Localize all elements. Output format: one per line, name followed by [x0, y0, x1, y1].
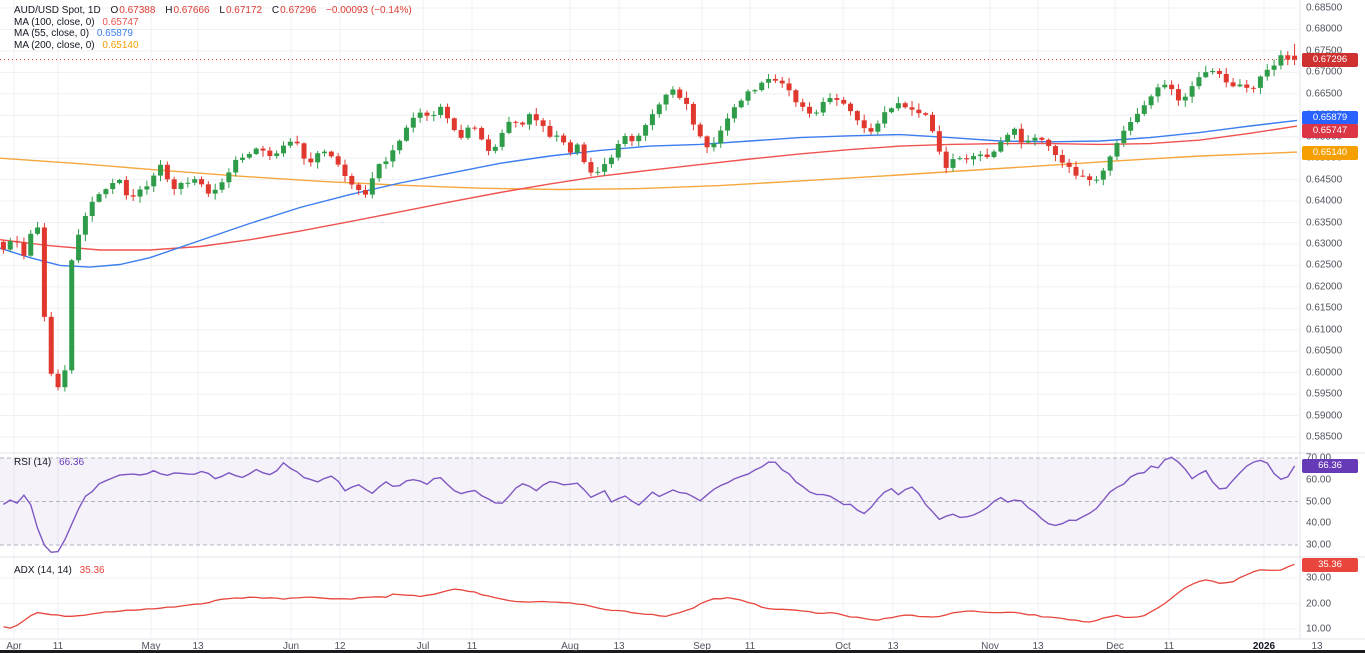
adx-axis-label: 20.00 — [1306, 598, 1332, 609]
ohlc-change: −0.00093 (−0.14%) — [326, 5, 412, 16]
ohlc-open-value: 0.67388 — [119, 5, 156, 16]
time-axis-label: Jul — [416, 641, 430, 652]
adx-badge: 35.36 — [1302, 557, 1358, 572]
price-axis-label: 0.67500 — [1306, 45, 1343, 57]
time-axis-label: 2026 — [1252, 641, 1276, 652]
price-axis-label: 0.64500 — [1306, 174, 1343, 186]
price-axis-label: 0.60500 — [1306, 345, 1343, 357]
ma100-label: MA (100, close, 0) — [14, 16, 95, 28]
price-axis-label: 0.59000 — [1306, 410, 1343, 422]
ohlc-close-label: C — [271, 5, 280, 16]
price-axis-label: 0.61500 — [1306, 302, 1343, 314]
time-axis-label: 13 — [1032, 641, 1044, 652]
price-axis-label: 0.61000 — [1306, 324, 1343, 336]
rsi-badge: 66.36 — [1302, 459, 1358, 474]
time-axis-label: Dec — [1106, 641, 1124, 652]
rsi-axis-label: 70.00 — [1306, 452, 1332, 464]
ma55-value: 0.65879 — [96, 28, 133, 39]
time-axis-label: 13 — [192, 641, 204, 652]
adx-legend-row[interactable]: ADX (14, 14) 35.36 — [14, 565, 105, 576]
legend-ma55-row[interactable]: MA (55, close, 0) 0.65879 — [14, 28, 412, 40]
time-axis-label: Jun — [282, 641, 300, 652]
last-price-badge: 0.67296 — [1302, 53, 1358, 68]
ma200-value: 0.65140 — [102, 39, 139, 51]
rsi-axis-label: 60.00 — [1306, 474, 1332, 486]
legend-symbol-row[interactable]: AUD/USD Spot, 1D O0.67388 H0.67666 L0.67… — [14, 5, 412, 17]
price-axis-label: 0.58500 — [1306, 431, 1343, 443]
time-axis-label: Sep — [693, 641, 711, 652]
time-axis-label: 13 — [887, 641, 899, 652]
rsi-axis-label: 50.00 — [1306, 496, 1332, 507]
ma100-value: 0.65747 — [102, 16, 139, 28]
legend-ma200-row[interactable]: MA (200, close, 0) 0.65140 — [14, 40, 412, 52]
price-axis-label: 0.64000 — [1306, 195, 1343, 207]
legend-ma100-row[interactable]: MA (100, close, 0) 0.65747 — [14, 17, 412, 29]
ohlc-open-label: O — [110, 5, 119, 16]
time-axis-label: Aug — [561, 641, 579, 652]
time-axis-label: Apr — [6, 641, 22, 652]
time-axis-label: 11 — [744, 641, 756, 652]
price-axis-label: 0.66500 — [1306, 88, 1343, 100]
ohlc-close-value: 0.67296 — [280, 5, 317, 16]
price-axis-label: 0.63000 — [1306, 238, 1343, 250]
ma55-label: MA (55, close, 0) — [14, 28, 90, 39]
rsi-label: RSI (14) — [14, 457, 52, 468]
ma55-badge: 0.65879 — [1302, 110, 1358, 125]
time-axis-label: 12 — [334, 641, 346, 652]
ma200-label: MA (200, close, 0) — [14, 39, 95, 51]
price-axis-label: 0.68000 — [1306, 23, 1343, 35]
rsi-legend-row[interactable]: RSI (14) 66.36 — [14, 457, 84, 468]
time-axis-label: Oct — [835, 641, 851, 652]
ma200-badge: 0.65140 — [1302, 145, 1358, 160]
ohlc-high-label: H — [165, 5, 173, 16]
price-axis-label: 0.67000 — [1306, 66, 1343, 78]
symbol-title: AUD/USD Spot, 1D — [14, 5, 101, 16]
price-axis-label: 0.68500 — [1306, 2, 1343, 14]
ohlc-high-value: 0.67666 — [173, 5, 210, 16]
time-axis-label: 11 — [1163, 641, 1175, 652]
price-axis-label: 0.63500 — [1306, 217, 1343, 228]
rsi-axis-label: 30.00 — [1306, 539, 1332, 551]
price-axis-label: 0.62000 — [1306, 281, 1343, 293]
adx-value: 35.36 — [79, 565, 105, 576]
time-axis-label: 13 — [613, 641, 625, 652]
adx-axis-label: 30.00 — [1306, 572, 1332, 584]
legend: AUD/USD Spot, 1D O0.67388 H0.67666 L0.67… — [14, 5, 412, 51]
time-axis-label: May — [141, 641, 161, 652]
time-axis-label: 11 — [466, 641, 478, 652]
ohlc-low-value: 0.67172 — [225, 5, 263, 16]
time-axis-label: Nov — [981, 641, 999, 652]
time-axis-label: 11 — [52, 641, 64, 652]
price-axis-label: 0.59500 — [1306, 388, 1343, 400]
rsi-axis-label: 40.00 — [1306, 517, 1332, 529]
adx-axis-label: 10.00 — [1306, 623, 1332, 635]
price-axis-label: 0.60000 — [1306, 367, 1343, 379]
time-axis-label: 13 — [1311, 641, 1323, 652]
ohlc-low-label: L — [219, 5, 225, 16]
adx-label: ADX (14, 14) — [14, 565, 72, 576]
price-axis-label: 0.62500 — [1306, 259, 1343, 271]
rsi-value: 66.36 — [59, 457, 85, 468]
ma100-badge: 0.65747 — [1302, 123, 1358, 138]
